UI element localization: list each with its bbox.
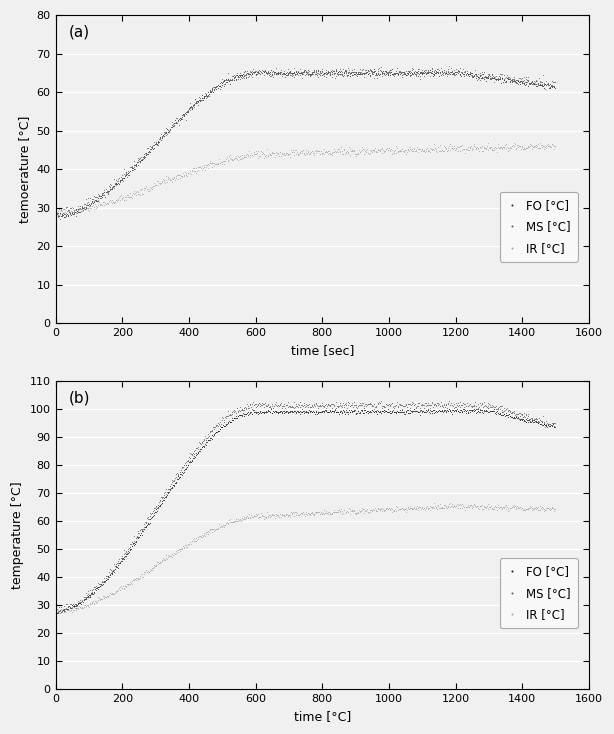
MS [°C] bbox=[56, 214, 63, 223]
MS [°C] bbox=[276, 401, 283, 410]
IR [°C] bbox=[448, 144, 455, 153]
MS [°C] bbox=[148, 508, 155, 517]
IR [°C] bbox=[344, 148, 352, 157]
IR [°C] bbox=[218, 158, 225, 167]
FO [°C] bbox=[484, 404, 491, 413]
IR [°C] bbox=[551, 504, 559, 513]
FO [°C] bbox=[371, 67, 379, 76]
Y-axis label: temoerature [°C]: temoerature [°C] bbox=[18, 115, 31, 223]
FO [°C] bbox=[370, 407, 378, 416]
IR [°C] bbox=[52, 606, 59, 615]
FO [°C] bbox=[276, 70, 283, 79]
Legend: FO [°C], MS [°C], IR [°C]: FO [°C], MS [°C], IR [°C] bbox=[500, 192, 578, 262]
MS [°C] bbox=[218, 79, 225, 87]
Legend: FO [°C], MS [°C], IR [°C]: FO [°C], MS [°C], IR [°C] bbox=[500, 559, 578, 628]
FO [°C] bbox=[344, 407, 352, 416]
FO [°C] bbox=[370, 65, 378, 73]
MS [°C] bbox=[56, 609, 63, 618]
MS [°C] bbox=[449, 400, 456, 409]
IR [°C] bbox=[344, 508, 352, 517]
IR [°C] bbox=[52, 207, 59, 216]
MS [°C] bbox=[445, 396, 453, 405]
MS [°C] bbox=[449, 67, 456, 76]
FO [°C] bbox=[148, 144, 155, 153]
MS [°C] bbox=[551, 418, 559, 427]
FO [°C] bbox=[449, 69, 456, 78]
IR [°C] bbox=[551, 142, 559, 150]
IR [°C] bbox=[218, 522, 225, 531]
MS [°C] bbox=[218, 416, 225, 425]
MS [°C] bbox=[148, 142, 155, 150]
Text: (b): (b) bbox=[69, 390, 90, 406]
IR [°C] bbox=[446, 498, 453, 507]
Line: FO [°C]: FO [°C] bbox=[55, 68, 556, 218]
IR [°C] bbox=[55, 609, 63, 618]
MS [°C] bbox=[445, 62, 453, 70]
IR [°C] bbox=[148, 184, 155, 193]
FO [°C] bbox=[218, 79, 225, 87]
X-axis label: time [°C]: time [°C] bbox=[293, 710, 351, 723]
FO [°C] bbox=[148, 512, 155, 521]
Text: (a): (a) bbox=[69, 24, 90, 40]
MS [°C] bbox=[551, 77, 559, 86]
FO [°C] bbox=[52, 210, 59, 219]
IR [°C] bbox=[370, 145, 378, 154]
MS [°C] bbox=[370, 73, 378, 82]
MS [°C] bbox=[276, 68, 283, 77]
FO [°C] bbox=[55, 608, 62, 617]
X-axis label: time [sec]: time [sec] bbox=[290, 344, 354, 357]
Line: IR [°C]: IR [°C] bbox=[55, 142, 556, 216]
IR [°C] bbox=[449, 500, 456, 509]
IR [°C] bbox=[148, 565, 155, 574]
Y-axis label: temperature [°C]: temperature [°C] bbox=[11, 482, 24, 589]
Line: FO [°C]: FO [°C] bbox=[55, 407, 556, 614]
MS [°C] bbox=[52, 607, 59, 616]
FO [°C] bbox=[551, 423, 559, 432]
Line: MS [°C]: MS [°C] bbox=[55, 400, 556, 614]
FO [°C] bbox=[61, 213, 68, 222]
Line: MS [°C]: MS [°C] bbox=[55, 65, 556, 219]
IR [°C] bbox=[276, 148, 283, 156]
IR [°C] bbox=[276, 509, 283, 518]
FO [°C] bbox=[344, 68, 352, 77]
IR [°C] bbox=[55, 211, 63, 219]
FO [°C] bbox=[276, 407, 283, 416]
FO [°C] bbox=[448, 410, 455, 419]
IR [°C] bbox=[370, 505, 378, 514]
MS [°C] bbox=[344, 400, 352, 409]
MS [°C] bbox=[370, 405, 378, 414]
FO [°C] bbox=[551, 84, 559, 92]
MS [°C] bbox=[344, 68, 352, 76]
FO [°C] bbox=[52, 606, 59, 615]
Line: IR [°C]: IR [°C] bbox=[55, 502, 556, 614]
MS [°C] bbox=[52, 211, 59, 220]
IR [°C] bbox=[537, 138, 544, 147]
FO [°C] bbox=[218, 423, 225, 432]
